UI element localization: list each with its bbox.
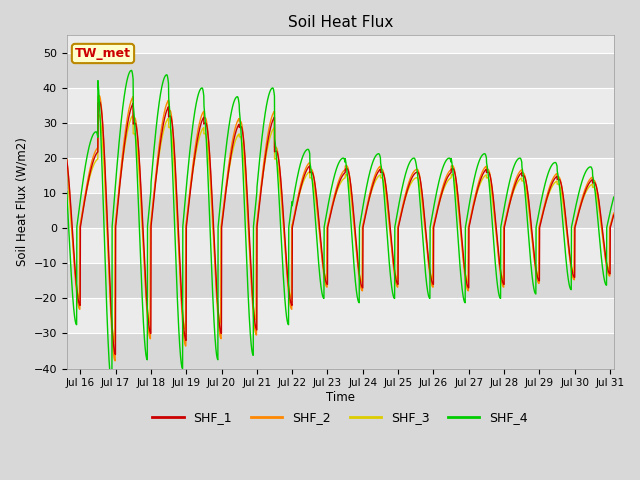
- Bar: [67, 264, 614, 299]
- SHF_2: [420, 206, 428, 212]
- SHF_3: [613, 201, 621, 207]
- X-axis label: Time: Time: [326, 391, 355, 404]
- SHF_1: [111, 352, 119, 358]
- SHF_3: [392, 272, 399, 277]
- SHF_2: [613, 198, 621, 204]
- Title: Soil Heat Flux: Soil Heat Flux: [287, 15, 393, 30]
- SHF_3: [159, 128, 167, 134]
- SHF_4: [392, 221, 399, 227]
- SHF_1: [159, 120, 167, 126]
- SHF_4: [515, 156, 523, 161]
- SHF_2: [473, 187, 481, 193]
- Y-axis label: Soil Heat Flux (W/m2): Soil Heat Flux (W/m2): [15, 137, 28, 266]
- Bar: [67, 123, 614, 158]
- Line: SHF_2: SHF_2: [63, 96, 617, 361]
- Line: SHF_3: SHF_3: [63, 115, 617, 342]
- SHF_2: [271, 145, 278, 151]
- SHF_1: [420, 203, 428, 209]
- SHF_4: [159, 77, 167, 83]
- SHF_3: [420, 212, 428, 218]
- Text: TW_met: TW_met: [75, 47, 131, 60]
- Bar: [67, 193, 614, 228]
- SHF_2: [95, 93, 103, 98]
- SHF_3: [473, 192, 481, 197]
- SHF_1: [271, 149, 278, 155]
- Bar: [67, 53, 614, 88]
- SHF_3: [271, 156, 278, 162]
- SHF_1: [613, 201, 621, 206]
- SHF_4: [59, 135, 67, 141]
- SHF_4: [108, 383, 116, 389]
- SHF_4: [473, 166, 481, 172]
- SHF_1: [392, 273, 399, 279]
- SHF_3: [515, 178, 523, 183]
- SHF_2: [111, 358, 119, 364]
- SHF_2: [392, 278, 399, 284]
- SHF_4: [613, 182, 621, 188]
- SHF_2: [159, 113, 167, 119]
- SHF_1: [473, 190, 481, 196]
- SHF_2: [515, 170, 523, 176]
- SHF_3: [59, 156, 67, 162]
- SHF_3: [111, 339, 118, 345]
- SHF_1: [96, 99, 104, 105]
- SHF_3: [95, 112, 103, 118]
- Legend: SHF_1, SHF_2, SHF_3, SHF_4: SHF_1, SHF_2, SHF_3, SHF_4: [147, 406, 533, 429]
- SHF_2: [59, 145, 67, 151]
- Bar: [67, 334, 614, 369]
- SHF_4: [127, 68, 135, 73]
- Line: SHF_1: SHF_1: [63, 102, 617, 355]
- SHF_1: [515, 173, 523, 179]
- SHF_4: [420, 245, 428, 251]
- SHF_4: [271, 136, 278, 142]
- Line: SHF_4: SHF_4: [63, 71, 617, 386]
- SHF_1: [59, 149, 67, 155]
